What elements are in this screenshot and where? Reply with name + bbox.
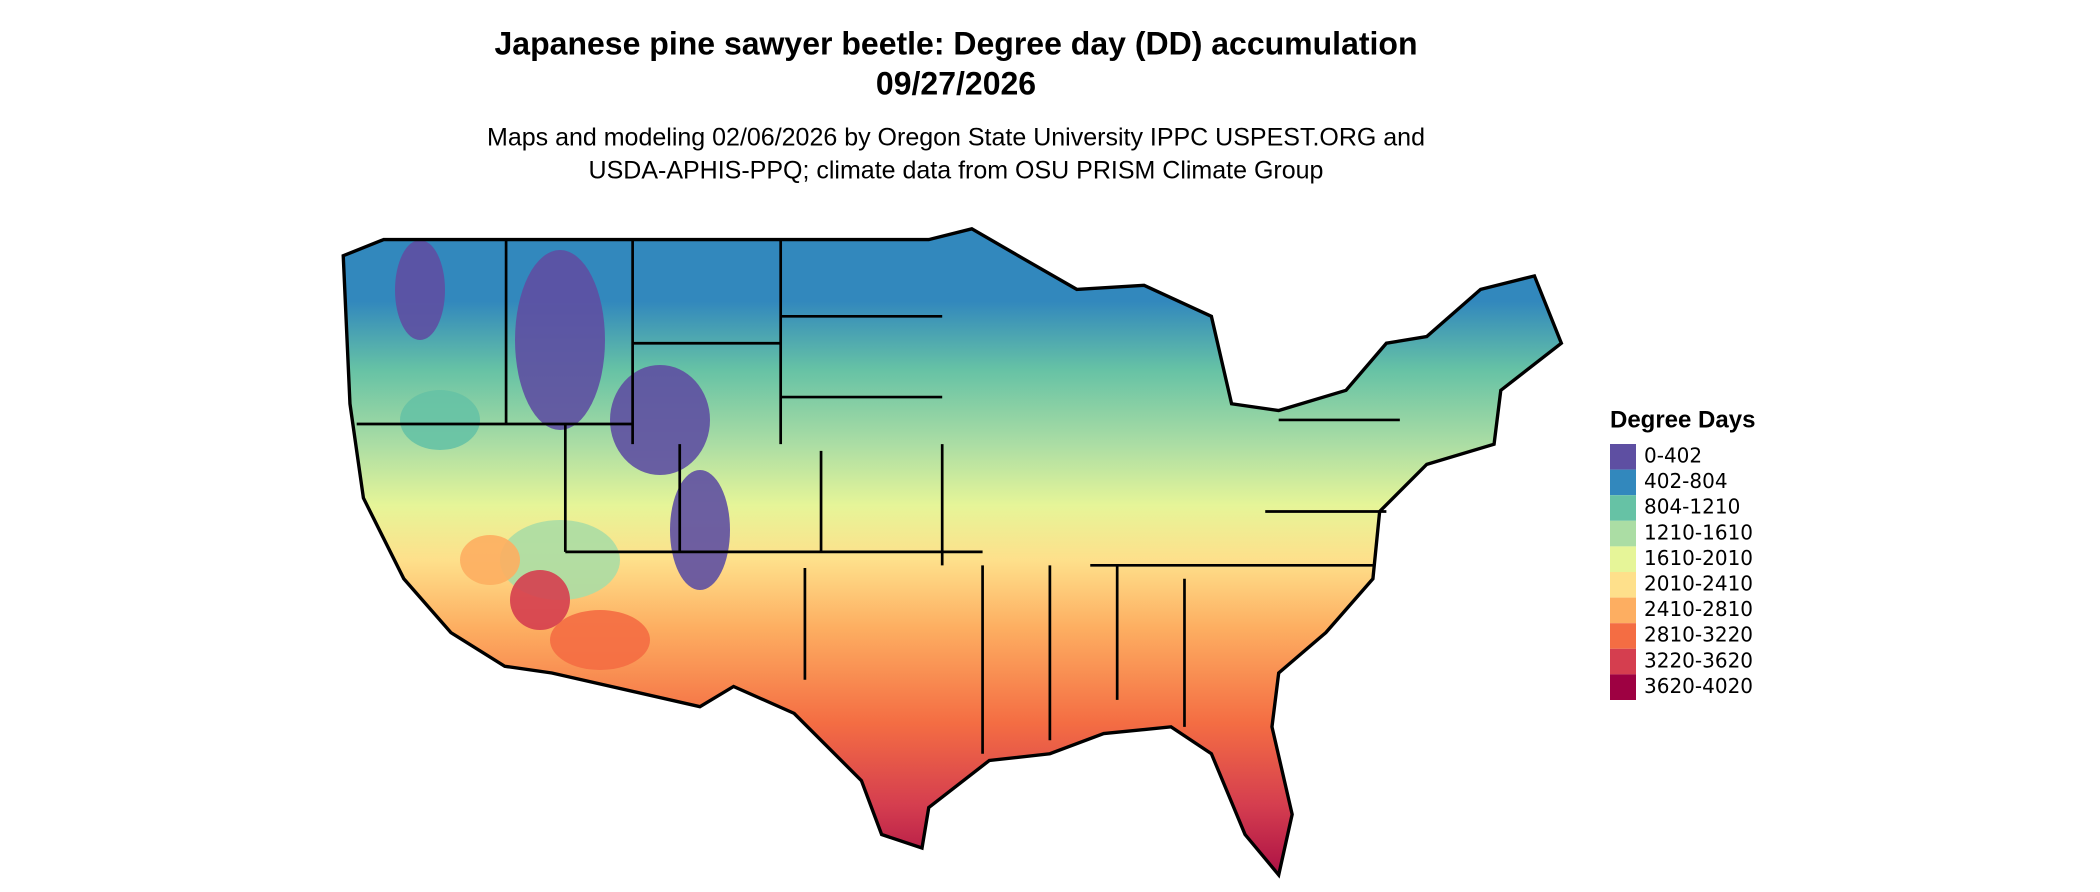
legend: 0-402402-804804-12101210-16101610-201020… (1610, 444, 1753, 700)
legend-swatch (1610, 623, 1636, 649)
climate-zone (550, 610, 650, 670)
subtitle: Maps and modeling 02/06/2026 by Oregon S… (487, 124, 1425, 152)
legend-swatch (1610, 469, 1636, 496)
title-date: 09/27/2026 (876, 65, 1036, 101)
legend-label: 3620-4020 (1644, 674, 1753, 698)
legend-swatch (1610, 444, 1636, 470)
climate-zone (460, 535, 520, 585)
legend-label: 2810-3220 (1644, 623, 1753, 647)
climate-zone (400, 390, 480, 450)
climate-zone (510, 570, 570, 630)
legend-swatch (1610, 648, 1636, 675)
climate-zone (670, 470, 730, 590)
legend-swatch (1610, 572, 1636, 598)
legend-swatch (1610, 674, 1636, 700)
legend-label: 1610-2010 (1644, 546, 1753, 570)
climate-zone (515, 250, 605, 430)
legend-swatch (1610, 597, 1636, 624)
state-lines (356, 239, 1400, 754)
legend-title: Degree Days (1610, 406, 1755, 433)
legend-label: 1210-1610 (1644, 520, 1753, 544)
legend-label: 804-1210 (1644, 495, 1740, 519)
legend-label: 2010-2410 (1644, 572, 1753, 596)
legend-label: 0-402 (1644, 444, 1702, 468)
legend-label: 3220-3620 (1644, 648, 1753, 672)
legend-label: 2410-2810 (1644, 597, 1753, 621)
us-outline (341, 227, 1564, 879)
subtitle: USDA-APHIS-PPQ; climate data from OSU PR… (589, 157, 1324, 185)
climate-zone (610, 365, 710, 475)
legend-swatch (1610, 546, 1636, 572)
legend-swatch (1610, 495, 1636, 521)
legend-swatch (1610, 520, 1636, 547)
climate-zone (395, 240, 445, 340)
legend-label: 402-804 (1644, 469, 1728, 493)
title: Japanese pine sawyer beetle: Degree day … (495, 25, 1418, 61)
